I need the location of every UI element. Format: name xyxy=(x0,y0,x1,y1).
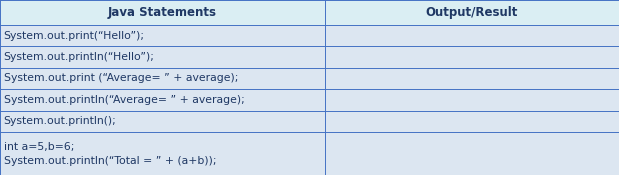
Text: Java Statements: Java Statements xyxy=(108,6,217,19)
Bar xyxy=(325,68,619,89)
Bar xyxy=(0,25,325,46)
Text: System.out.println(“Average= ” + average);: System.out.println(“Average= ” + average… xyxy=(4,95,245,105)
Text: System.out.print (“Average= ” + average);: System.out.print (“Average= ” + average)… xyxy=(4,74,238,83)
Bar xyxy=(0,0,325,25)
Text: Output/Result: Output/Result xyxy=(426,6,518,19)
Text: System.out.println(“Hello”);: System.out.println(“Hello”); xyxy=(4,52,155,62)
Bar xyxy=(325,89,619,111)
Bar xyxy=(0,68,325,89)
Bar xyxy=(325,25,619,46)
Bar xyxy=(325,132,619,175)
Bar xyxy=(325,111,619,132)
Bar xyxy=(0,46,325,68)
Text: System.out.print(“Hello”);: System.out.print(“Hello”); xyxy=(4,31,145,41)
Text: int a=5,b=6;
System.out.println(“Total = ” + (a+b));: int a=5,b=6; System.out.println(“Total =… xyxy=(4,142,216,166)
Text: System.out.println();: System.out.println(); xyxy=(4,116,116,126)
Bar xyxy=(325,0,619,25)
Bar xyxy=(325,46,619,68)
Bar xyxy=(0,111,325,132)
Bar xyxy=(0,132,325,175)
Bar xyxy=(0,89,325,111)
